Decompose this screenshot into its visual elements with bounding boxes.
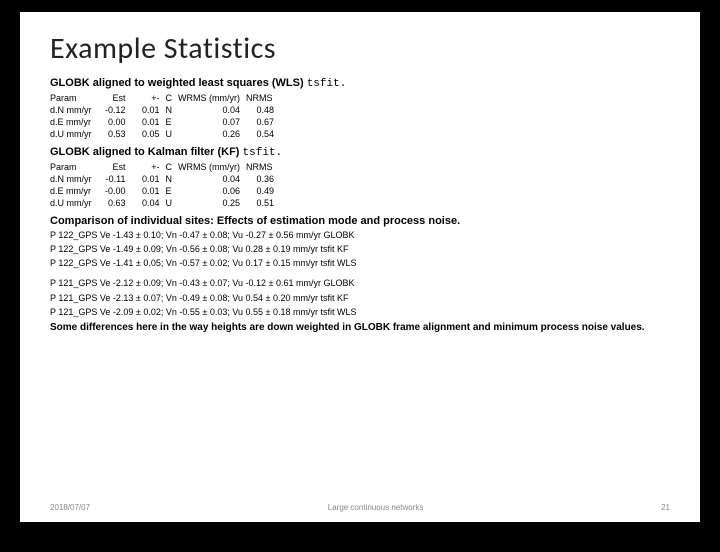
comparison-line: P 121_GPS Ve -2.13 ± 0.07; Vn -0.49 ± 0.… xyxy=(50,292,670,304)
table-row: d.U mm/yr0.630.04U0.250.51 xyxy=(50,197,280,209)
footer: 2018/07/07 Large continuous networks 21 xyxy=(50,503,670,512)
table-header-row: Param Est +- C WRMS (mm/yr) NRMS xyxy=(50,92,280,104)
col-pm: +- xyxy=(132,92,166,104)
comparison-line: P 121_GPS Ve -2.09 ± 0.02; Vn -0.55 ± 0.… xyxy=(50,306,670,318)
comparison-line: P 122_GPS Ve -1.41 ± 0.05; Vn -0.57 ± 0.… xyxy=(50,257,670,269)
comparison-line: P 122_GPS Ve -1.49 ± 0.09; Vn -0.56 ± 0.… xyxy=(50,243,670,255)
section2-tsfit: tsfit. xyxy=(243,147,283,159)
footer-title: Large continuous networks xyxy=(328,503,424,512)
table-row: d.E mm/yr0.000.01E0.070.67 xyxy=(50,116,280,128)
col-c: C xyxy=(166,92,179,104)
section1-heading-text: GLOBK aligned to weighted least squares … xyxy=(50,77,307,89)
table-row: d.N mm/yr-0.110.01N0.040.36 xyxy=(50,173,280,185)
section2-heading-text: GLOBK aligned to Kalman filter (KF) xyxy=(50,146,243,158)
table-row: d.N mm/yr-0.120.01N0.040.48 xyxy=(50,104,280,116)
table-row: d.U mm/yr0.530.05U0.260.54 xyxy=(50,128,280,140)
comparison-line: P 121_GPS Ve -2.12 ± 0.09; Vn -0.43 ± 0.… xyxy=(50,277,670,289)
col-param: Param xyxy=(50,92,98,104)
comparison-line: P 122_GPS Ve -1.43 ± 0.10; Vn -0.47 ± 0.… xyxy=(50,229,670,241)
section1-heading: GLOBK aligned to weighted least squares … xyxy=(50,77,670,90)
footer-page: 21 xyxy=(661,503,670,512)
section1-table: Param Est +- C WRMS (mm/yr) NRMS d.N mm/… xyxy=(50,92,280,140)
section1-tsfit: tsfit. xyxy=(307,78,347,90)
comparison-heading: Comparison of individual sites: Effects … xyxy=(50,215,670,227)
slide: Example Statistics GLOBK aligned to weig… xyxy=(20,12,700,522)
col-nrms: NRMS xyxy=(246,92,280,104)
closing-text: Some differences here in the way heights… xyxy=(50,322,670,333)
section2-table: Param Est +- C WRMS (mm/yr) NRMS d.N mm/… xyxy=(50,161,280,209)
table-header-row: Param Est +- C WRMS (mm/yr) NRMS xyxy=(50,161,280,173)
slide-title: Example Statistics xyxy=(50,30,670,67)
footer-date: 2018/07/07 xyxy=(50,503,90,512)
col-wrms: WRMS (mm/yr) xyxy=(178,92,246,104)
col-est: Est xyxy=(98,92,132,104)
table-row: d.E mm/yr-0.000.01E0.060.49 xyxy=(50,185,280,197)
section2-heading: GLOBK aligned to Kalman filter (KF) tsfi… xyxy=(50,146,670,159)
